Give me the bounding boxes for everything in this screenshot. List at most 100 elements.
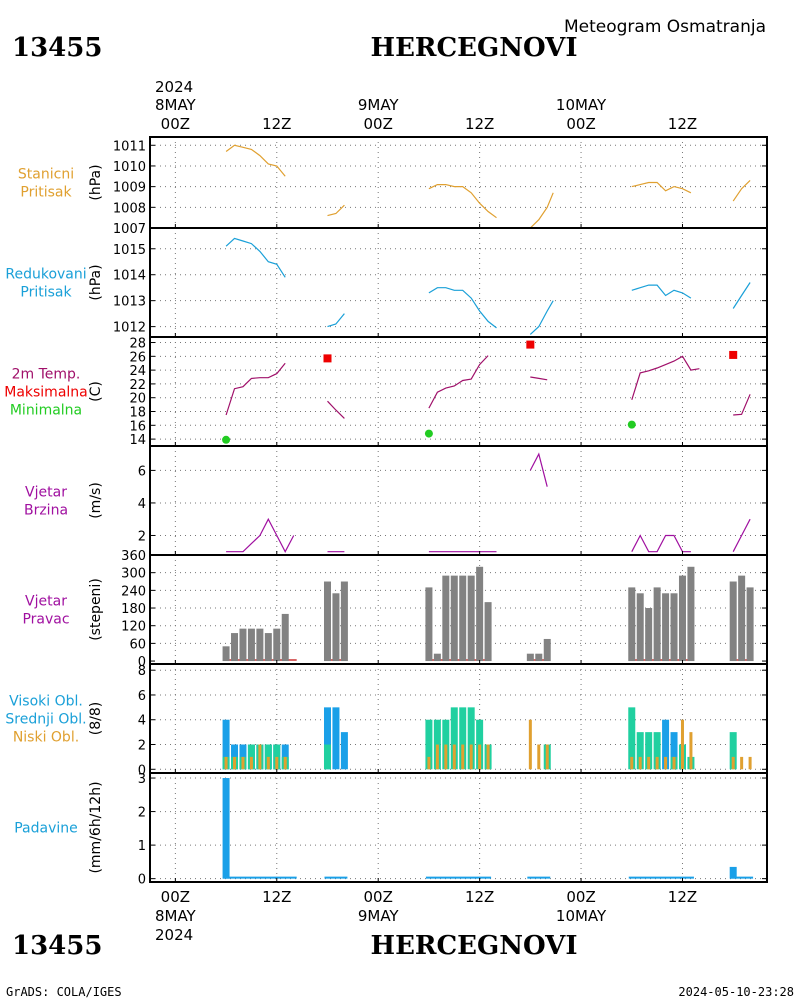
top-date-label: 9MAY [358,96,400,114]
y-tick-label: 60 [129,637,146,652]
bottom-date-label: 10MAY [556,907,607,925]
direction-bar [433,653,441,662]
direction-bar [256,628,264,662]
direction-bar [670,593,678,662]
direction-bar [484,602,492,662]
y-tick-label: 0 [138,873,146,888]
cloud-low-bar [545,744,549,770]
y-tick-label: 8 [138,664,146,679]
station-name-bottom: HERCEGNOVI [371,931,578,961]
panel-label: Vjetar [25,485,67,501]
top-year: 2024 [155,78,193,96]
series-line [327,204,345,217]
y-tick-label: 0 [138,655,146,670]
y-tick-label: 14 [129,433,146,448]
cloud-mid-bar [645,732,653,770]
bottom-time-label: 00Z [364,888,393,906]
top-date-label: 10MAY [556,96,607,114]
panel-label: Maksimalna [4,385,88,401]
panel-frame [149,136,768,229]
cloud-mid-bar [653,732,661,770]
series-line [529,192,554,229]
cloud-low-bar [275,756,279,770]
cloud-low-bar [680,719,684,770]
direction-bar [425,587,433,662]
series-line [225,362,286,416]
tmin-marker [222,435,231,444]
series-line [225,144,286,177]
direction-bar [645,608,653,662]
direction-bar [281,613,289,662]
y-tick-label: 240 [121,584,146,599]
y-tick-label: 2 [138,806,146,821]
cloud-low-bar [672,756,676,770]
y-tick-label: 2 [138,739,146,754]
y-tick-label: 6 [138,464,146,479]
direction-bar [678,575,686,662]
cloud-low-bar [444,744,448,770]
panel-wind-speed: 2 4 6 (m/s) Vjetar Brzina [24,445,768,556]
panel-reduced-pressure: 1012 1013 1014 1015 (hPa)Redukovani Pritisak [5,227,768,338]
precip-bar [729,866,737,879]
cloud-low-bar [478,744,482,770]
tmin-marker [627,420,636,429]
series-line [225,237,286,278]
panel-frame [149,772,768,883]
bottom-time-label: 00Z [161,888,190,906]
cloud-low-bar [427,756,431,770]
cloud-low-bar [249,756,253,770]
y-axis-label: (m/s) [88,482,104,519]
cloud-low-bar [664,756,668,770]
cloud-low-bar [233,756,237,770]
y-tick-label: 20 [129,392,146,407]
panel-label: Padavine [14,821,78,837]
direction-bar [340,581,348,662]
top-time-label: 12Z [262,115,291,133]
series-line [631,284,692,299]
y-tick-label: 6 [138,689,146,704]
cloud-high-bar [340,732,348,770]
panel-frame [149,445,768,556]
series-line [631,534,691,553]
panel-label: Niski Obl. [13,730,79,746]
cloud-low-bar [647,756,651,770]
cloud-mid-bar [636,732,644,770]
direction-bar [636,593,644,662]
cloud-low-bar [528,719,532,770]
series-line [529,452,548,487]
y-axis-label: (8/8) [88,702,104,735]
panel-label: 2m Temp. [12,367,81,383]
cloud-mid-bar [425,719,433,770]
tmin-marker [424,429,433,438]
direction-bar [628,587,636,662]
top-time-label: 12Z [465,115,494,133]
y-tick-label: 4 [138,714,146,729]
bottom-year: 2024 [155,926,193,944]
bottom-time-label: 12Z [465,888,494,906]
y-tick-label: 1013 [113,295,146,310]
y-tick-label: 28 [129,337,146,352]
panel-label: Minimalna [10,403,82,419]
panel-label: Pravac [22,612,69,628]
y-tick-label: 3 [138,772,146,787]
direction-bar [746,587,754,662]
y-axis-label: (stepeni) [88,578,104,641]
y-tick-label: 1012 [113,321,146,336]
series-line [732,282,751,309]
bottom-date-label: 8MAY [155,907,197,925]
y-tick-label: 1009 [113,181,146,196]
cloud-low-bar [469,744,473,770]
panel-label: Pritisak [20,185,72,201]
top-time-label: 00Z [364,115,393,133]
direction-bar [323,581,331,662]
series-line [327,400,345,419]
y-tick-label: 18 [129,406,146,421]
panel-label: Pritisak [20,285,72,301]
direction-bar [264,633,272,662]
direction-bar [222,646,230,662]
y-axis-label: (hPa) [88,164,104,200]
series-line [529,300,554,335]
direction-bar [273,628,281,662]
